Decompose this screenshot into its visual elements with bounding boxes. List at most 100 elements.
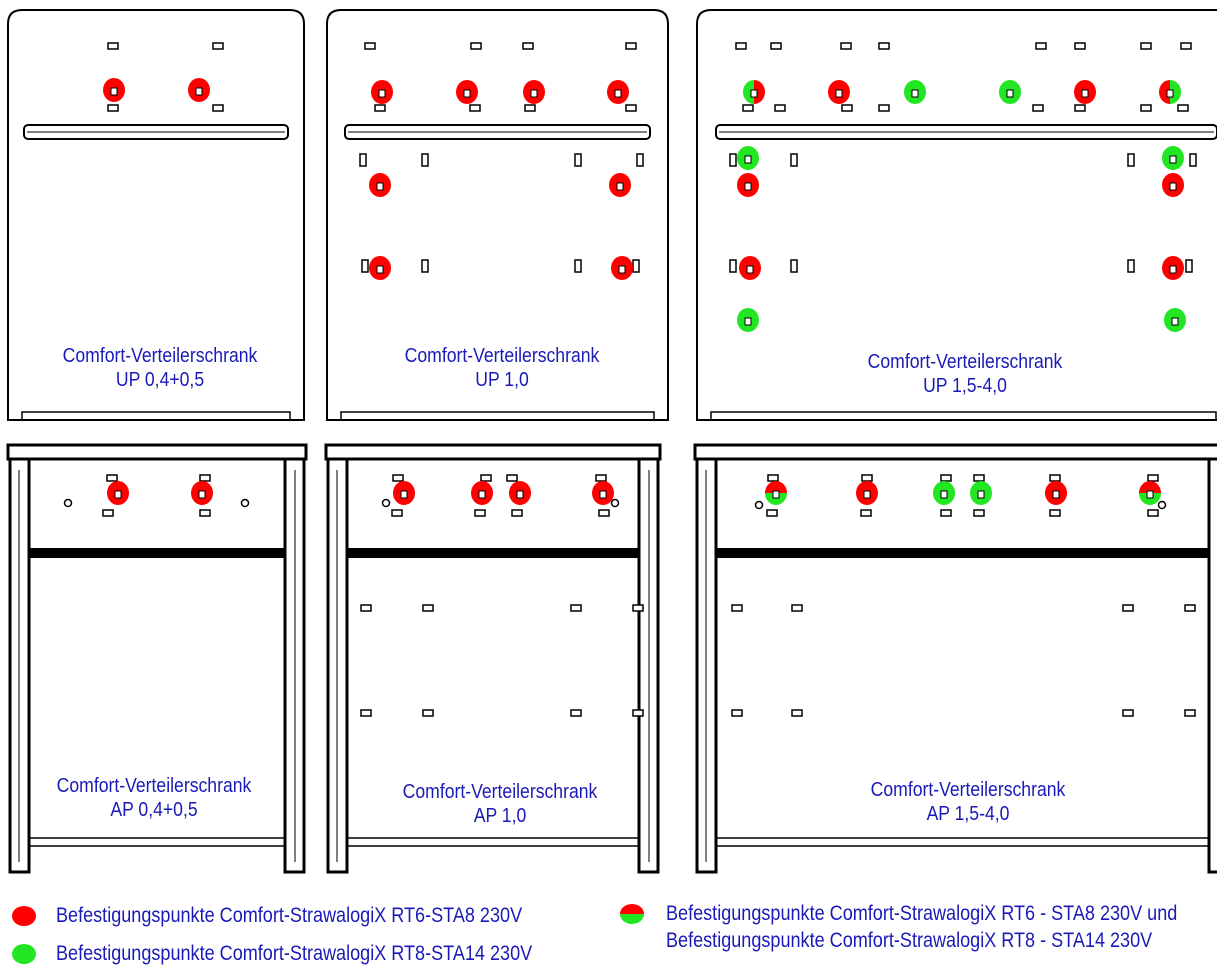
mounting-slot: [1049, 474, 1061, 482]
fixing-point-slot: [1169, 182, 1177, 191]
fixing-point-slot: [530, 89, 538, 98]
mounting-slot: [790, 153, 798, 167]
fixing-point-slot: [835, 89, 843, 98]
fixing-point-slot: [198, 490, 206, 499]
legend-combined-dot-red: [620, 904, 644, 914]
label-up-10: Comfort-Verteilerschrank UP 1,0: [388, 344, 617, 392]
mounting-slot: [574, 259, 582, 273]
fixing-point-combined: [765, 493, 787, 505]
fixing-point-slot: [1169, 155, 1177, 164]
screw-hole: [1157, 500, 1167, 510]
cabinet-title: Comfort-Verteilerschrank: [867, 351, 1063, 373]
mounting-slot: [1074, 104, 1086, 112]
mounting-slot: [878, 104, 890, 112]
cabinet-title: Comfort-Verteilerschrank: [402, 781, 598, 803]
mounting-slot: [1074, 42, 1086, 50]
mounting-slot: [731, 709, 743, 717]
mounting-slot: [392, 474, 404, 482]
mounting-slot: [774, 104, 786, 112]
mounting-slot: [632, 604, 644, 612]
mounting-slot: [770, 42, 782, 50]
mounting-slot: [107, 104, 119, 112]
up-cabinet-outline: [326, 9, 669, 421]
fixing-point-combined: [1170, 80, 1181, 104]
mounting-slot: [360, 709, 372, 717]
fixing-point-combined: [1139, 481, 1161, 493]
mounting-slot: [574, 153, 582, 167]
cabinet-model: UP 1,5-4,0: [923, 375, 1007, 397]
fixing-point-combined: [743, 80, 754, 104]
cabinet-model: AP 0,4+0,5: [110, 799, 198, 821]
screw-hole: [63, 498, 73, 508]
mounting-slot: [199, 509, 211, 517]
mounting-slot: [598, 509, 610, 517]
mounting-slot: [469, 104, 481, 112]
fixing-point-slot: [478, 490, 486, 499]
mounting-slot: [524, 104, 536, 112]
ap-cabinet-top: [324, 443, 662, 461]
fixing-point-slot: [772, 490, 780, 499]
mounting-slot: [422, 604, 434, 612]
mounting-slot: [878, 42, 890, 50]
mounting-slot: [731, 604, 743, 612]
label-ap-10: Comfort-Verteilerschrank AP 1,0: [386, 780, 615, 828]
fixing-point-slot: [744, 155, 752, 164]
mounting-slot: [1049, 509, 1061, 517]
cabinet-title: Comfort-Verteilerschrank: [56, 775, 252, 797]
legend-red-dot: [12, 906, 36, 926]
label-up-15-40: Comfort-Verteilerschrank UP 1,5-4,0: [851, 350, 1080, 398]
fixing-point-combined: [754, 80, 765, 104]
mounting-slot: [374, 104, 386, 112]
cabinet-title: Comfort-Verteilerschrank: [404, 345, 600, 367]
ap-divider-bar: [347, 549, 639, 558]
mounting-slot: [570, 604, 582, 612]
mounting-slot: [625, 104, 637, 112]
mounting-slot: [840, 42, 852, 50]
mounting-slot: [973, 509, 985, 517]
mounting-slot: [735, 42, 747, 50]
ap-divider-bar: [29, 549, 285, 558]
cabinet-model: AP 1,0: [473, 805, 527, 827]
mounting-slot: [106, 474, 118, 482]
mounting-slot: [212, 104, 224, 112]
ap-cabinet-side-right: [1207, 457, 1217, 874]
mounting-slot: [422, 709, 434, 717]
mounting-slot: [632, 709, 644, 717]
mounting-slot: [861, 474, 873, 482]
mounting-slot: [791, 604, 803, 612]
fixing-point-slot: [376, 182, 384, 191]
up-cabinet-base: [21, 411, 291, 421]
screw-hole: [610, 498, 620, 508]
fixing-point-slot: [911, 89, 919, 98]
mounting-slot: [1122, 709, 1134, 717]
mounting-slot: [480, 474, 492, 482]
mounting-slot: [511, 509, 523, 517]
label-up-04-05: Comfort-Verteilerschrank UP 0,4+0,5: [46, 344, 275, 392]
label-ap-04-05: Comfort-Verteilerschrank AP 0,4+0,5: [40, 774, 269, 822]
ap-cabinet-top: [693, 443, 1217, 461]
fixing-point-slot: [195, 87, 203, 96]
legend-symbols: [12, 904, 644, 964]
cabinet-title: Comfort-Verteilerschrank: [870, 779, 1066, 801]
mounting-slot: [1189, 153, 1197, 167]
mounting-slot: [391, 509, 403, 517]
up-cabinet-base: [340, 411, 655, 421]
mounting-slot: [1147, 509, 1159, 517]
mounting-slot: [1127, 153, 1135, 167]
mounting-slot: [1127, 259, 1135, 273]
mounting-slot: [1032, 104, 1044, 112]
cabinet-title: Comfort-Verteilerschrank: [62, 345, 258, 367]
legend-green-text: Befestigungspunkte Comfort-StrawalogiX R…: [56, 942, 533, 965]
fixing-point-slot: [110, 87, 118, 96]
mounting-slot: [973, 474, 985, 482]
fixing-point-slot: [1169, 265, 1177, 274]
mounting-slot: [522, 42, 534, 50]
mounting-slot: [766, 509, 778, 517]
legend-red-text: Befestigungspunkte Comfort-StrawalogiX R…: [56, 904, 523, 927]
fixing-point-slot: [378, 89, 386, 98]
mounting-slot: [1184, 604, 1196, 612]
fixing-point-slot: [400, 490, 408, 499]
mounting-slot: [199, 474, 211, 482]
mounting-slot: [636, 153, 644, 167]
